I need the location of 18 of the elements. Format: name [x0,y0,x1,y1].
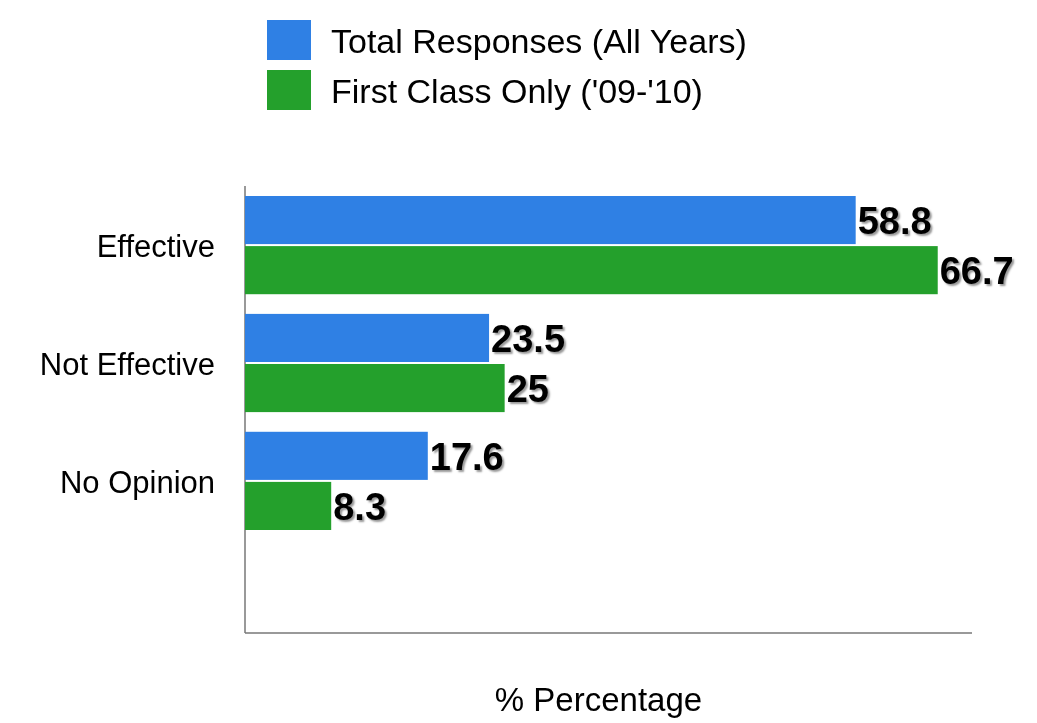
bar [245,431,428,480]
y-tick-label: Effective [96,229,215,265]
bar [245,313,490,362]
data-label: 25 [506,368,549,411]
data-label: 66.7 [939,250,1014,293]
y-tick-label: Not Effective [39,347,215,382]
data-label: 23.5 [491,317,566,360]
x-axis-title: % Percentage [494,681,703,718]
bar [245,481,332,530]
data-label: 58.8 [857,200,932,243]
data-label: 8.3 [333,485,387,528]
data-label: 17.6 [429,435,504,478]
legend-label: First Class Only ('09-'10) [331,72,703,110]
bar [245,196,856,245]
bar [245,364,505,413]
legend-label: Total Responses (All Years) [331,22,747,60]
bar [245,246,938,295]
y-tick-label: No Opinion [59,464,215,500]
